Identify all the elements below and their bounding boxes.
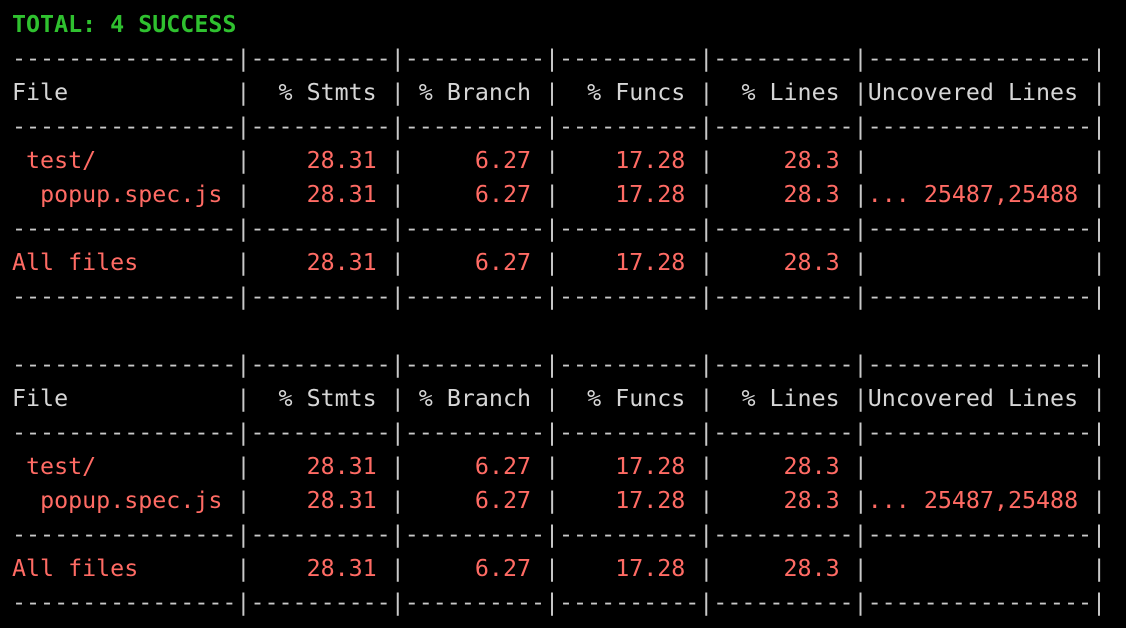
- terminal-line: popup.spec.js | 28.31 | 6.27 | 17.28 | 2…: [40, 487, 1107, 514]
- total-cell: 28.3: [783, 249, 840, 276]
- row-cell: 28.31: [306, 147, 377, 174]
- terminal-line: ----------------|----------|----------|-…: [12, 212, 1106, 246]
- separator-line: ----------------|----------|----------|-…: [12, 521, 1107, 548]
- header-cell: % Lines: [741, 385, 840, 412]
- row-cell: 6.27: [474, 453, 532, 480]
- row-cell: 28.3: [783, 487, 840, 514]
- row-cell: test/: [26, 147, 97, 174]
- header-cell: File: [12, 79, 69, 106]
- separator-line: ----------------|----------|----------|-…: [12, 351, 1107, 378]
- header-cell: % Funcs: [587, 385, 686, 412]
- row-cell: 6.27: [474, 147, 532, 174]
- terminal-line: ----------------|----------|----------|-…: [12, 42, 1106, 76]
- terminal-line: popup.spec.js | 28.31 | 6.27 | 17.28 | 2…: [40, 181, 1107, 208]
- terminal-line: File | % Stmts | % Branch | % Funcs | % …: [12, 385, 1107, 412]
- row-cell: popup.spec.js: [40, 181, 223, 208]
- status-line: TOTAL: 4 SUCCESS: [12, 8, 236, 42]
- total-cell: 17.28: [615, 555, 686, 582]
- total-cell: All files: [12, 249, 139, 276]
- terminal-line: ----------------|----------|----------|-…: [12, 348, 1106, 382]
- total-cell: 6.27: [474, 249, 532, 276]
- row-cell: ... 25487,25488: [867, 181, 1079, 208]
- row-cell: 17.28: [615, 487, 686, 514]
- header-cell: % Branch: [418, 79, 532, 106]
- total-cell: 28.3: [783, 555, 840, 582]
- header-cell: % Stmts: [278, 79, 377, 106]
- terminal-line: ----------------|----------|----------|-…: [12, 110, 1106, 144]
- row-cell: 28.3: [783, 147, 840, 174]
- separator-line: ----------------|----------|----------|-…: [12, 45, 1107, 72]
- header-cell: % Branch: [418, 385, 532, 412]
- total-cell: 6.27: [474, 555, 532, 582]
- header-cell: File: [12, 385, 69, 412]
- terminal-line: ----------------|----------|----------|-…: [12, 280, 1106, 314]
- row-cell: 28.31: [306, 453, 377, 480]
- separator-line: ----------------|----------|----------|-…: [12, 283, 1107, 310]
- terminal-line: File | % Stmts | % Branch | % Funcs | % …: [12, 79, 1107, 106]
- row-cell: 28.3: [783, 453, 840, 480]
- separator-line: ----------------|----------|----------|-…: [12, 419, 1107, 446]
- row-cell: ... 25487,25488: [867, 487, 1079, 514]
- header-cell: % Lines: [741, 79, 840, 106]
- row-cell: 17.28: [615, 181, 686, 208]
- total-cell: 17.28: [615, 249, 686, 276]
- row-cell: 6.27: [474, 487, 532, 514]
- total-cell: 28.31: [306, 555, 377, 582]
- separator-line: ----------------|----------|----------|-…: [12, 215, 1107, 242]
- row-cell: 17.28: [615, 453, 686, 480]
- row-cell: 28.31: [306, 487, 377, 514]
- terminal-line: test/ | 28.31 | 6.27 | 17.28 | 28.3 | |: [26, 147, 1107, 174]
- terminal-line: All files | 28.31 | 6.27 | 17.28 | 28.3 …: [12, 249, 1107, 276]
- terminal-line: ----------------|----------|----------|-…: [12, 416, 1106, 450]
- header-cell: Uncovered Lines: [867, 385, 1079, 412]
- separator-line: ----------------|----------|----------|-…: [12, 589, 1107, 616]
- row-cell: test/: [26, 453, 97, 480]
- row-cell: popup.spec.js: [40, 487, 223, 514]
- row-cell: 28.31: [306, 181, 377, 208]
- status: TOTAL: 4 SUCCESS: [12, 11, 237, 38]
- row-cell: 28.3: [783, 181, 840, 208]
- terminal-line: All files | 28.31 | 6.27 | 17.28 | 28.3 …: [12, 555, 1107, 582]
- separator-line: ----------------|----------|----------|-…: [12, 113, 1107, 140]
- terminal-line: ----------------|----------|----------|-…: [12, 586, 1106, 620]
- header-cell: % Stmts: [278, 385, 377, 412]
- terminal-line: test/ | 28.31 | 6.27 | 17.28 | 28.3 | |: [26, 453, 1107, 480]
- header-cell: Uncovered Lines: [867, 79, 1079, 106]
- row-cell: 6.27: [474, 181, 532, 208]
- total-cell: 28.31: [306, 249, 377, 276]
- header-cell: % Funcs: [587, 79, 686, 106]
- terminal-line: ----------------|----------|----------|-…: [12, 518, 1106, 552]
- row-cell: 17.28: [615, 147, 686, 174]
- total-cell: All files: [12, 555, 139, 582]
